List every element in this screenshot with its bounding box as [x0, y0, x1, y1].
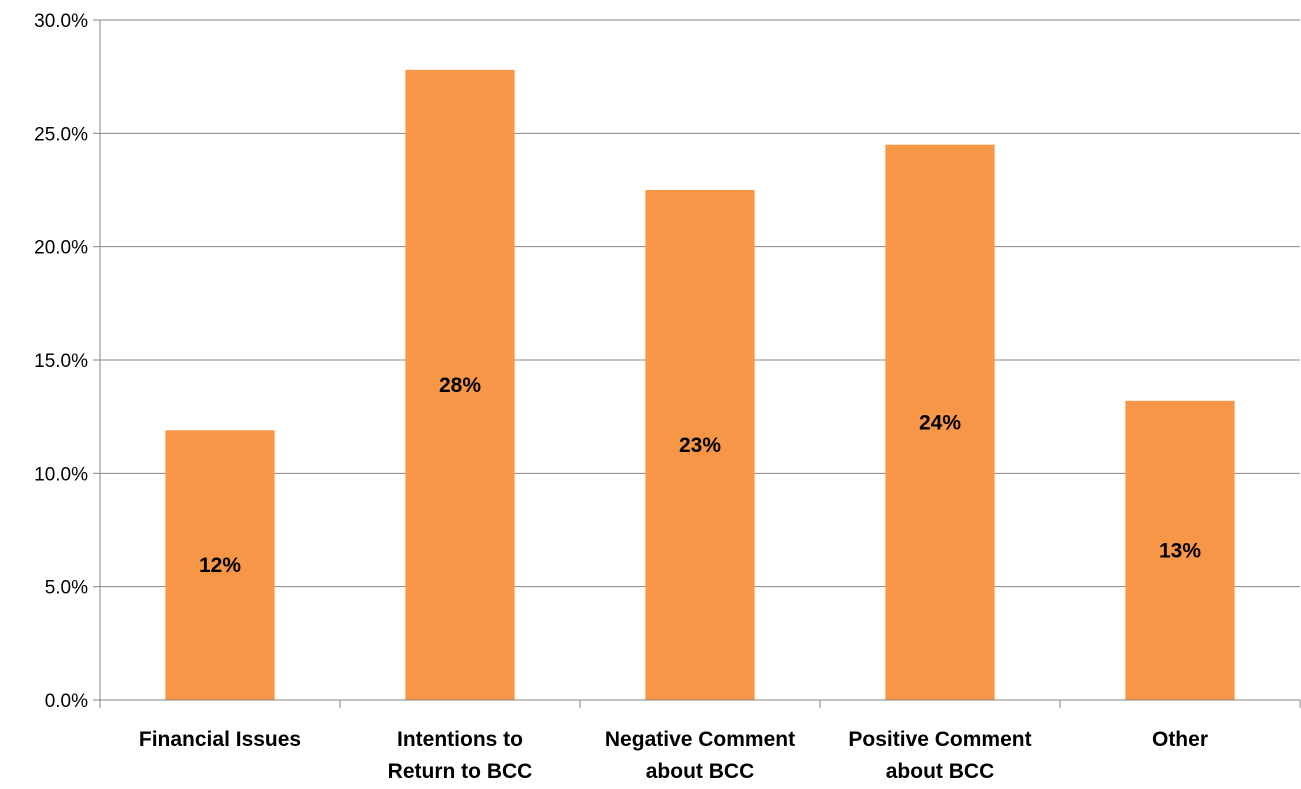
y-tick-label: 15.0% [34, 351, 88, 372]
y-tick-label: 5.0% [45, 578, 88, 599]
data-labels: 12% 28% 23% 24% 13% [199, 374, 1201, 577]
data-label: 13% [1159, 539, 1201, 562]
data-label: 23% [679, 434, 721, 457]
y-tick-label: 20.0% [34, 238, 88, 259]
x-category-label: Negative Comment about BCC [605, 728, 795, 783]
x-category-label: Intentions to Return to BCC [388, 728, 533, 783]
y-tick-label: 25.0% [34, 124, 88, 145]
bar [645, 190, 755, 700]
x-category-label: Positive Comment about BCC [848, 728, 1031, 783]
category-labels: Financial Issues Intentions to Return to B… [139, 728, 1208, 783]
axes [99, 20, 1301, 708]
x-category-label: Financial Issues [139, 728, 301, 751]
y-tick-label: 0.0% [45, 691, 88, 712]
data-label: 12% [199, 554, 241, 577]
bar [165, 430, 275, 700]
data-label: 28% [439, 374, 481, 397]
data-label: 24% [919, 411, 961, 434]
x-category-label: Other [1152, 728, 1208, 751]
y-tick-label: 10.0% [34, 464, 88, 485]
bar [1125, 400, 1235, 700]
bar [885, 144, 995, 700]
y-axis-ticks: 0.0% 5.0% 10.0% 15.0% 20.0% 25.0% 30.0% [34, 11, 100, 712]
bars [165, 69, 1235, 700]
bar [405, 69, 515, 700]
y-tick-label: 30.0% [34, 11, 88, 32]
